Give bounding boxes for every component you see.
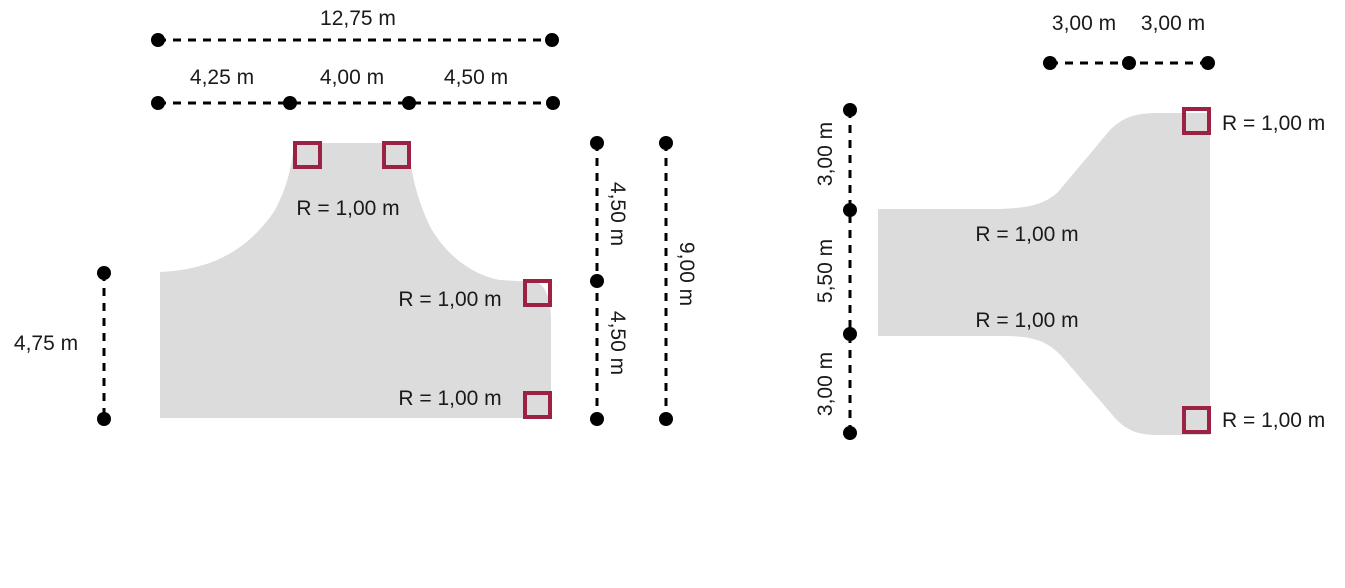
height-middle-label: 5,50 m <box>814 239 837 303</box>
segment-1-label: 4,25 m <box>190 66 254 89</box>
segment-2-label: 4,00 m <box>320 66 384 89</box>
total-width-label: 12,75 m <box>320 7 396 30</box>
radius-marker-top-right <box>382 141 411 169</box>
dim-endpoint <box>659 412 673 426</box>
radius-middle-upper-label: R = 1,00 m <box>975 223 1078 246</box>
dim-endpoint <box>843 426 857 440</box>
dim-endpoint <box>402 96 416 110</box>
left-height-label: 4,75 m <box>14 332 78 355</box>
top-left-label: 3,00 m <box>1052 12 1116 35</box>
dim-endpoint <box>97 266 111 280</box>
dim-endpoint <box>843 203 857 217</box>
right-lower-label: 4,50 m <box>606 311 629 375</box>
left-figure: 12,75 m 4,25 m 4,00 m 4,50 m 4,75 m 4,50… <box>14 7 698 426</box>
radius-lower-right-label: R = 1,00 m <box>1222 409 1325 432</box>
radius-marker-right-lower <box>523 391 552 419</box>
dim-endpoint <box>843 103 857 117</box>
left-shape <box>160 143 551 418</box>
dim-endpoint <box>590 274 604 288</box>
right-shape <box>878 113 1210 435</box>
dim-endpoint <box>590 136 604 150</box>
dim-endpoint <box>283 96 297 110</box>
total-height-label: 9,00 m <box>675 242 698 306</box>
dim-endpoint <box>1043 56 1057 70</box>
right-figure: 3,00 m 3,00 m 3,00 m 5,50 m 3,00 m R = 1… <box>814 12 1325 440</box>
dim-endpoint <box>546 96 560 110</box>
radius-marker-upper-right <box>1182 107 1211 135</box>
dim-endpoint <box>1122 56 1136 70</box>
top-right-label: 3,00 m <box>1141 12 1205 35</box>
right-upper-label: 4,50 m <box>606 182 629 246</box>
radius-top-label: R = 1,00 m <box>296 197 399 220</box>
radius-marker-lower-right <box>1182 406 1211 434</box>
height-bottom-label: 3,00 m <box>814 352 837 416</box>
radius-marker-top-left <box>293 141 322 169</box>
radius-marker-right-upper <box>523 279 552 307</box>
radius-right-upper-label: R = 1,00 m <box>398 288 501 311</box>
radius-middle-lower-label: R = 1,00 m <box>975 309 1078 332</box>
radius-upper-right-label: R = 1,00 m <box>1222 112 1325 135</box>
dim-endpoint <box>1201 56 1215 70</box>
segment-3-label: 4,50 m <box>444 66 508 89</box>
height-top-label: 3,00 m <box>814 122 837 186</box>
dim-endpoint <box>843 327 857 341</box>
radius-right-lower-label: R = 1,00 m <box>398 387 501 410</box>
dim-endpoint <box>151 96 165 110</box>
dim-endpoint <box>97 412 111 426</box>
dim-endpoint <box>151 33 165 47</box>
dim-endpoint <box>545 33 559 47</box>
dim-endpoint <box>590 412 604 426</box>
dim-endpoint <box>659 136 673 150</box>
